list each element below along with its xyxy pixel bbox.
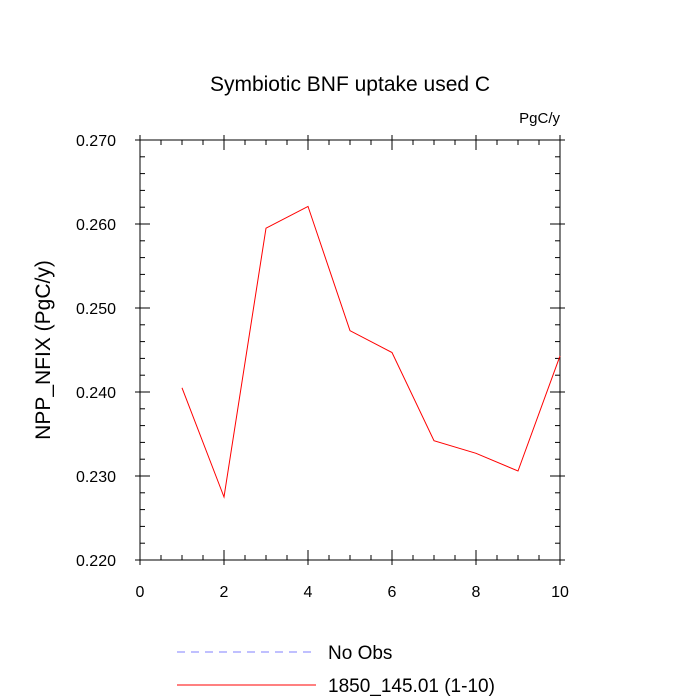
- y-tick-label: 0.220: [76, 553, 116, 570]
- y-tick-label: 0.250: [76, 301, 116, 318]
- y-tick-label: 0.230: [76, 469, 116, 486]
- y-axis-label: NPP_NFIX (PgC/y): [32, 260, 55, 440]
- x-tick-label: 2: [220, 584, 229, 601]
- x-tick-label: 4: [304, 584, 313, 601]
- chart-title: Symbiotic BNF uptake used C: [210, 73, 490, 96]
- tick-labels: 0 2 4 6 8 10 0.220 0.230 0.240 0.250 0.260 0.270: [76, 133, 569, 601]
- x-tick-label: 6: [388, 584, 397, 601]
- series-lines: [181, 205, 561, 499]
- x-tick-label: 8: [472, 584, 481, 601]
- axis-ticks: [135, 135, 565, 565]
- legend: No Obs 1850_145.01 (1-10): [177, 643, 495, 697]
- y-tick-label: 0.240: [76, 385, 116, 402]
- legend-label: 1850_145.01 (1-10): [328, 676, 495, 697]
- y-tick-label: 0.260: [76, 217, 116, 234]
- y-tick-label: 0.270: [76, 133, 116, 150]
- units-label: PgC/y: [519, 110, 560, 127]
- legend-label: No Obs: [328, 643, 392, 664]
- x-tick-label: 10: [551, 584, 569, 601]
- x-tick-label: 0: [136, 584, 145, 601]
- plot-frame: [139, 139, 561, 561]
- series-line: [181, 205, 561, 499]
